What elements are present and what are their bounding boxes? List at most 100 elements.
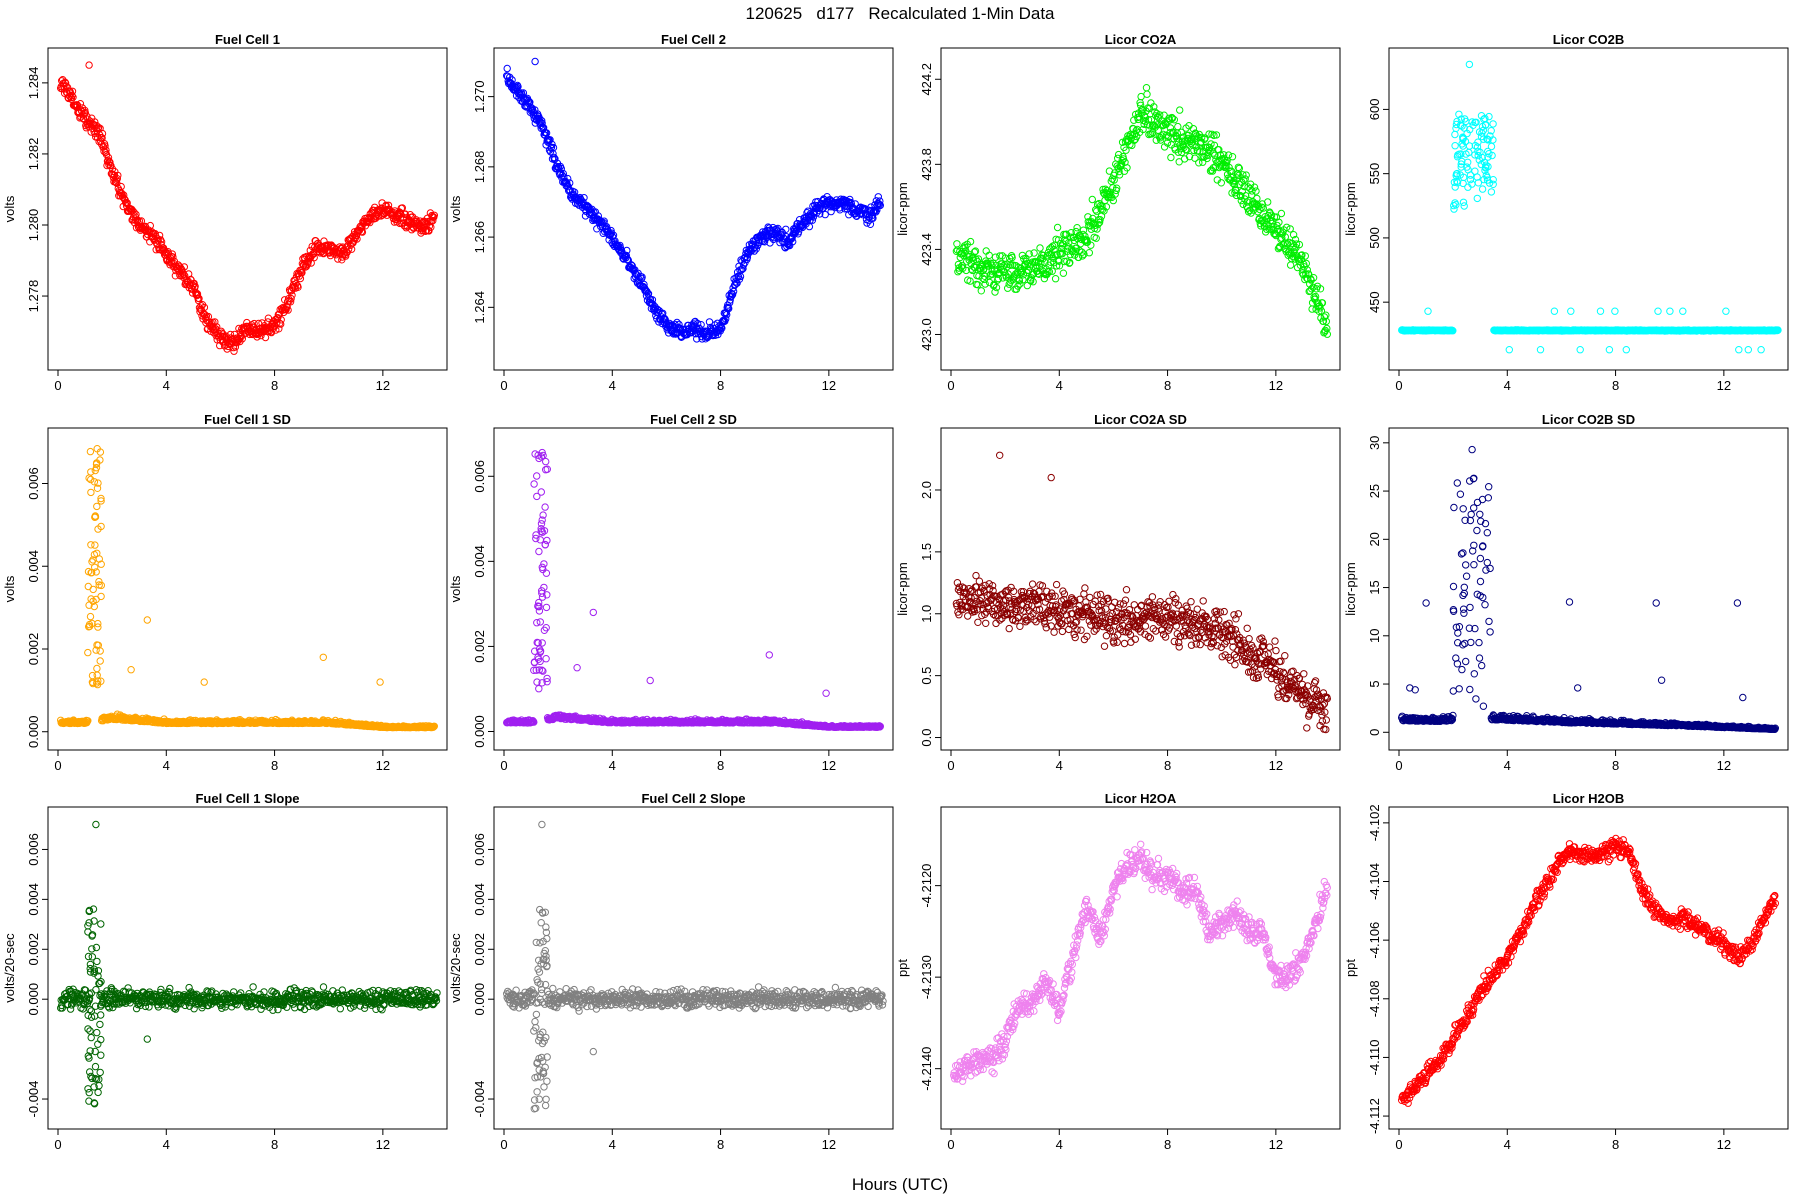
data-point (98, 129, 107, 138)
data-point (112, 176, 121, 184)
y-axis-label-fc1sd: volts (2, 575, 17, 602)
data-point (298, 269, 306, 277)
y-tick-label-fc1: 1.280 (26, 209, 41, 242)
y-tick-label-co2asd: 0.5 (919, 667, 934, 685)
y-tick-label-co2asd: 1.0 (919, 605, 934, 623)
panel-fc2: Fuel Cell 20 4 8 121.2641.2661.2681.270volt… (448, 32, 894, 393)
data-point (401, 210, 409, 218)
data-point (76, 100, 85, 108)
x-tick-label-co2a: 12 (1269, 378, 1283, 393)
data-point (231, 343, 240, 351)
y-tick-label-co2b: 600 (1367, 99, 1382, 121)
data-point (429, 216, 437, 225)
data-point (195, 294, 203, 303)
data-point (427, 223, 435, 232)
data-point (152, 232, 160, 241)
figure-title: 120625 d177 Recalculated 1-Min Data (745, 4, 1055, 23)
x-tick-label-fc2: 12 (822, 378, 836, 393)
y-tick-label-co2asd: 0.0 (919, 728, 934, 746)
y-tick-label-co2b: 450 (1367, 291, 1382, 313)
x-tick-label-co2b: 8 (1612, 378, 1619, 393)
y-tick-label-fc1sd: 0.006 (26, 467, 41, 500)
data-point (155, 231, 164, 240)
data-point (68, 91, 76, 100)
data-point (131, 212, 139, 220)
data-point (276, 319, 284, 327)
data-point (384, 201, 393, 210)
data-point (430, 211, 438, 220)
x-tick-label-co2b: 4 (1504, 378, 1511, 393)
panel-title-fc2: Fuel Cell 2 (661, 32, 726, 47)
data-point (113, 175, 122, 183)
panel-title-co2asd: Licor CO2A SD (1094, 412, 1187, 427)
data-point (120, 191, 128, 199)
y-tick-label-fc1sd: 0.000 (26, 715, 41, 748)
x-tick-label-co2a: 0 (947, 378, 954, 393)
x-tick-label-fc2sd: 8 (717, 758, 724, 773)
y-tick-label-fc1: 1.284 (26, 67, 41, 100)
panel-fc1: Fuel Cell 10 4 8 121.2781.2801.2821.284volt… (2, 32, 448, 393)
y-axis-label-fc1: volts (2, 195, 17, 222)
points-fc2 (503, 57, 884, 343)
panel-title-fc1: Fuel Cell 1 (215, 32, 280, 47)
y-tick-label-fc1: 1.278 (26, 280, 41, 313)
y-axis-label-co2asd: licor-ppm (895, 562, 910, 615)
x-tick-label-fc1: 4 (163, 378, 170, 393)
data-point (294, 283, 302, 291)
x-tick-label-co2asd: 4 (1056, 758, 1063, 773)
data-point (181, 272, 189, 280)
data-point (425, 227, 433, 235)
x-tick-label-fc1sd: 4 (163, 758, 170, 773)
data-point (171, 272, 180, 280)
data-point (85, 61, 93, 69)
y-tick-label-fc2sd: 0.006 (472, 460, 487, 493)
x-tick-label-fc2: 0 (500, 378, 507, 393)
y-tick-label-co2a: 423.4 (919, 233, 934, 266)
data-point (190, 279, 198, 288)
plot-frame-fc2 (493, 47, 894, 371)
y-tick-label-fc2sd: 0.004 (472, 545, 487, 578)
data-point (503, 64, 511, 73)
x-tick-label-co2b: 0 (1395, 378, 1402, 393)
data-point (353, 235, 361, 243)
data-point (102, 146, 110, 154)
y-tick-label-fc2: 1.270 (472, 80, 487, 113)
y-tick-label-co2a: 424.2 (919, 63, 934, 96)
panel-title-co2a: Licor CO2A (1105, 32, 1177, 47)
y-tick-label-co2a: 423.8 (919, 148, 934, 181)
y-tick-label-fc2: 1.268 (472, 151, 487, 184)
data-point (94, 123, 103, 132)
data-point (197, 302, 205, 310)
y-tick-label-co2asd: 2.0 (919, 481, 934, 499)
y-tick-label-fc1sd: 0.004 (26, 550, 41, 583)
data-point (69, 93, 77, 101)
data-point (277, 320, 285, 328)
x-tick-label-fc1: 12 (376, 378, 390, 393)
x-tick-label-fc2sd: 12 (822, 758, 836, 773)
plot-frame-fc1 (47, 47, 448, 371)
data-point (114, 171, 122, 180)
panel-title-fc1sd: Fuel Cell 1 SD (204, 412, 291, 427)
figure-xlabel: Hours (UTC) (852, 1175, 948, 1194)
y-axis-label-co2b: licor-ppm (1343, 182, 1358, 235)
x-tick-label-fc1sd: 0 (54, 758, 61, 773)
y-tick-label-fc1: 1.282 (26, 138, 41, 171)
x-tick-label-fc2sd: 0 (500, 758, 507, 773)
data-point (394, 212, 403, 221)
data-point (288, 291, 296, 299)
panel-title-co2b: Licor CO2B (1553, 32, 1625, 47)
data-point (421, 227, 430, 236)
y-axis-label-co2a: licor-ppm (895, 182, 910, 235)
data-point (106, 158, 114, 167)
data-point (104, 153, 113, 162)
data-point (107, 162, 115, 170)
x-tick-label-fc2: 4 (609, 378, 616, 393)
data-point (308, 251, 316, 260)
data-point (230, 347, 238, 355)
data-point (63, 83, 72, 92)
data-point (344, 245, 353, 253)
x-tick-label-fc1sd: 8 (271, 758, 278, 773)
data-point (313, 243, 322, 251)
data-point (398, 204, 406, 212)
